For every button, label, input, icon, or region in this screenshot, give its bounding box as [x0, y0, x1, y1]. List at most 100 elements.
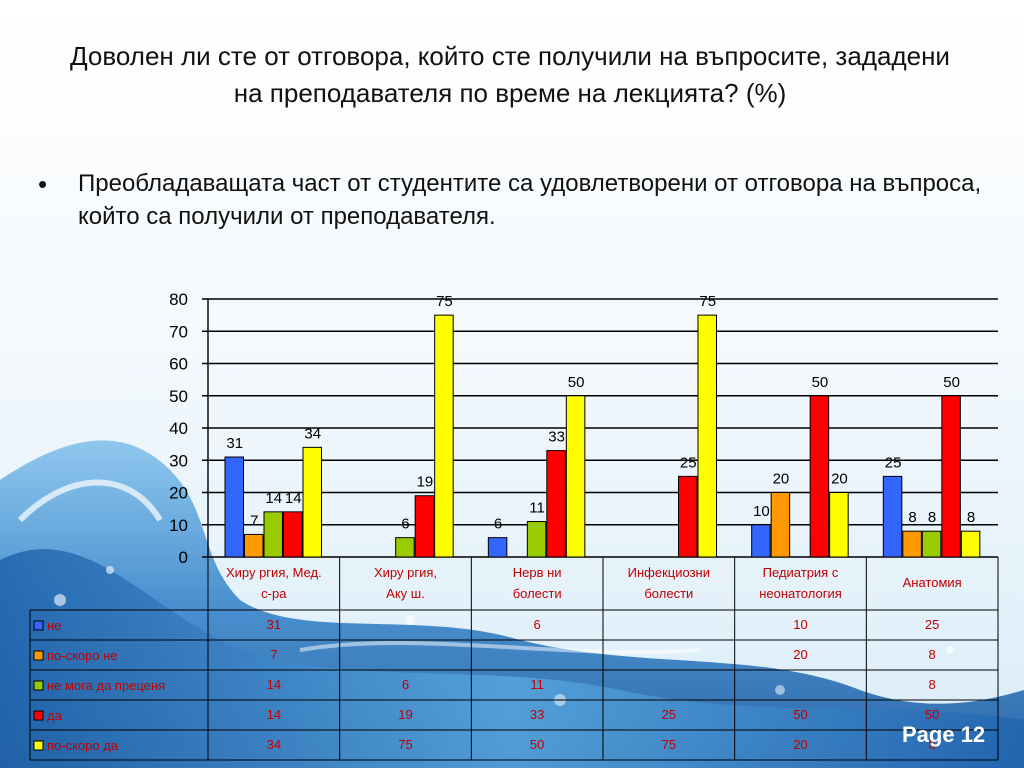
- bar: [434, 314, 454, 558]
- y-tick-label: 70: [169, 322, 188, 341]
- data-label: 8: [928, 509, 936, 526]
- category-label: с-ра: [261, 586, 287, 601]
- bar: [244, 533, 264, 558]
- slide-title: Доволен ли сте от отговора, който сте по…: [70, 41, 950, 108]
- bar: [302, 446, 322, 558]
- bar: [941, 395, 961, 558]
- table-value: 33: [530, 707, 544, 722]
- y-tick-label: 60: [169, 355, 188, 374]
- table-value: 50: [793, 707, 807, 722]
- page-number: Page 12: [902, 722, 986, 747]
- table-value: 11: [530, 677, 544, 692]
- data-label: 50: [943, 374, 960, 391]
- category-label: неонатология: [759, 586, 842, 601]
- legend-label: по-скоро да: [47, 738, 119, 753]
- data-label: 75: [436, 293, 453, 310]
- category-label: Анатомия: [903, 575, 962, 590]
- category-label: Аку ш.: [386, 586, 425, 601]
- data-label: 75: [699, 293, 716, 310]
- bar: [770, 492, 791, 558]
- bar: [283, 511, 303, 558]
- table-value: 19: [398, 707, 412, 722]
- bar: [882, 475, 903, 558]
- table-value: 50: [925, 707, 939, 722]
- data-label: 25: [680, 454, 697, 471]
- table-value: 25: [662, 707, 676, 722]
- bar: [263, 511, 283, 558]
- data-label: 31: [226, 435, 243, 452]
- bar: [921, 530, 942, 558]
- data-label: 33: [548, 429, 565, 446]
- table-value: 8: [929, 647, 936, 662]
- bullet-dot-icon: •: [38, 169, 48, 199]
- table-value: 10: [793, 617, 807, 632]
- table-value: 50: [530, 737, 544, 752]
- data-label: 34: [304, 425, 321, 442]
- legend-swatch: [33, 710, 44, 721]
- table-value: 6: [534, 617, 541, 632]
- bar: [751, 524, 771, 558]
- category-label: Нерв ни: [513, 565, 562, 580]
- data-label: 19: [417, 474, 434, 491]
- table-value: 34: [267, 737, 281, 752]
- table-value: 20: [793, 647, 807, 662]
- y-tick-label: 20: [169, 484, 188, 503]
- category-label: Хиру ргия, Мед.: [226, 565, 322, 580]
- y-tick-label: 50: [169, 387, 188, 406]
- bar: [526, 521, 547, 558]
- data-label: 8: [908, 509, 916, 526]
- bullet-text: Преобладаващата част от студентите са уд…: [78, 170, 982, 230]
- bar: [678, 475, 698, 558]
- y-tick-label: 40: [169, 419, 188, 438]
- data-label: 14: [265, 490, 282, 507]
- table-value: 31: [267, 617, 281, 632]
- bar: [224, 456, 244, 558]
- category-label: Педиатрия с: [763, 565, 839, 580]
- y-tick-label: 0: [179, 548, 188, 567]
- table-value: 75: [398, 737, 412, 752]
- y-tick-label: 80: [169, 290, 188, 309]
- data-label: 20: [831, 471, 848, 488]
- bar: [697, 314, 717, 558]
- category-label: Хиру ргия,: [374, 565, 437, 580]
- data-label: 7: [250, 512, 258, 529]
- legend-swatch: [33, 620, 44, 631]
- bar: [960, 530, 981, 558]
- category-label: болести: [644, 586, 693, 601]
- data-label: 50: [812, 374, 829, 391]
- y-tick-label: 30: [169, 451, 188, 470]
- bar: [565, 395, 586, 558]
- table-value: 8: [929, 737, 936, 752]
- y-tick-label: 10: [169, 516, 188, 535]
- table-value: 14: [267, 677, 281, 692]
- bar: [902, 530, 922, 558]
- data-label: 25: [885, 454, 902, 471]
- legend-label: по-скоро не: [47, 648, 118, 663]
- bar: [395, 537, 415, 558]
- legend-swatch: [33, 650, 44, 661]
- data-label: 6: [401, 516, 409, 533]
- data-label: 20: [773, 471, 790, 488]
- data-label: 6: [494, 516, 502, 533]
- legend-label: не мога да преценя: [47, 678, 165, 693]
- category-label: болести: [513, 586, 562, 601]
- bar: [546, 450, 566, 558]
- table-value: 6: [402, 677, 409, 692]
- data-label: 10: [753, 503, 770, 520]
- bar: [414, 495, 435, 558]
- category-label: Инфекциозни: [628, 565, 710, 580]
- table-value: 75: [662, 737, 676, 752]
- legend-swatch: [33, 740, 44, 751]
- table-value: 25: [925, 617, 939, 632]
- bar: [809, 395, 830, 558]
- legend-label: да: [47, 708, 63, 723]
- data-label: 14: [285, 490, 302, 507]
- data-label: 50: [568, 374, 585, 391]
- table-value: 20: [793, 737, 807, 752]
- table-value: 14: [267, 707, 281, 722]
- bar: [487, 537, 508, 558]
- data-label: 11: [529, 500, 545, 517]
- data-label: 8: [967, 509, 975, 526]
- bar: [829, 492, 849, 558]
